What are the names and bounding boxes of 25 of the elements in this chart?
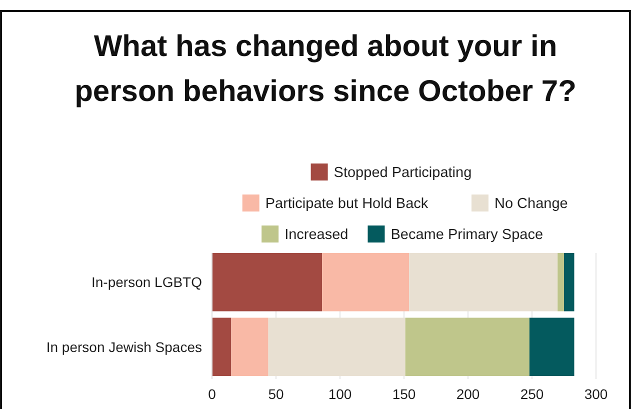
x-tick-label: 100 bbox=[328, 386, 352, 402]
bar bbox=[212, 318, 232, 376]
x-tick-label: 300 bbox=[584, 386, 608, 402]
x-tick-label: 0 bbox=[208, 386, 216, 402]
legend-label: Stopped Participating bbox=[334, 165, 472, 182]
bar bbox=[212, 253, 322, 312]
legend-label: Participate but Hold Back bbox=[265, 196, 429, 212]
legend-label: Increased bbox=[284, 227, 348, 244]
legend-label: Became Primary Space bbox=[390, 227, 544, 244]
bar bbox=[268, 318, 406, 376]
bar bbox=[231, 318, 268, 376]
x-tick-label: 200 bbox=[456, 386, 480, 402]
x-tick-label: 250 bbox=[520, 386, 544, 402]
bar bbox=[405, 318, 530, 376]
bar bbox=[322, 253, 410, 312]
bar bbox=[409, 253, 558, 312]
x-tick-label: 50 bbox=[268, 386, 284, 402]
bar bbox=[564, 253, 574, 312]
bar bbox=[529, 318, 574, 376]
x-tick-label: 150 bbox=[392, 386, 416, 402]
y-tick-label: In person Jewish Spaces bbox=[46, 338, 202, 355]
bar bbox=[558, 253, 564, 312]
y-tick-label: In-person LGBTQ bbox=[92, 274, 202, 290]
legend-label: No Change bbox=[494, 196, 568, 212]
chart-title: What has changed about your in person behaviors since October 7? bbox=[74, 30, 576, 108]
